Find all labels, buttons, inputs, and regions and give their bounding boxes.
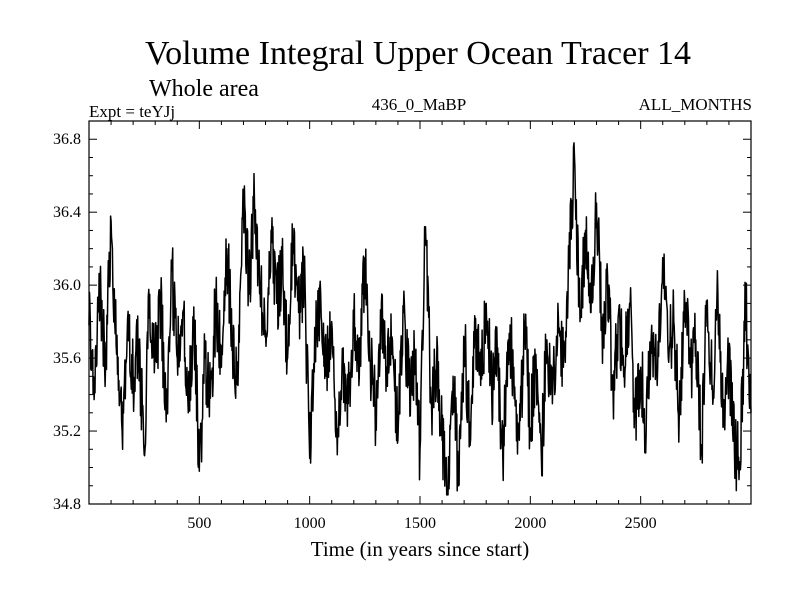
x-tick-label: 500 <box>187 515 211 532</box>
axis-ticks <box>89 120 751 505</box>
y-tick-label: 35.2 <box>53 423 81 440</box>
center-label: 436_0_MaBP <box>372 95 466 114</box>
x-tick-label: 2000 <box>514 515 546 532</box>
chart-subtitle: Whole area <box>149 76 259 102</box>
x-tick-label: 1500 <box>404 515 436 532</box>
y-tick-label: 34.8 <box>53 496 81 513</box>
right-label: ALL_MONTHS <box>639 95 752 114</box>
y-tick-label: 35.6 <box>53 350 81 367</box>
chart-title: Volume Integral Upper Ocean Tracer 14 <box>145 35 691 72</box>
axis-tick-labels: 500 1000 1500 2000 2500 34.8 35.2 35.6 36.0 36.4 3… <box>53 131 657 532</box>
x-tick-label: 1000 <box>294 515 326 532</box>
x-tick-label: 2500 <box>625 515 657 532</box>
y-tick-label: 36.8 <box>53 131 81 148</box>
x-axis-label: Time (in years since start) <box>311 537 530 561</box>
y-tick-label: 36.4 <box>53 204 81 221</box>
expt-label: Expt = teYJj <box>89 102 175 121</box>
series-group <box>88 142 752 496</box>
series-line-tracer14 <box>88 142 752 496</box>
y-tick-label: 36.0 <box>53 277 81 294</box>
